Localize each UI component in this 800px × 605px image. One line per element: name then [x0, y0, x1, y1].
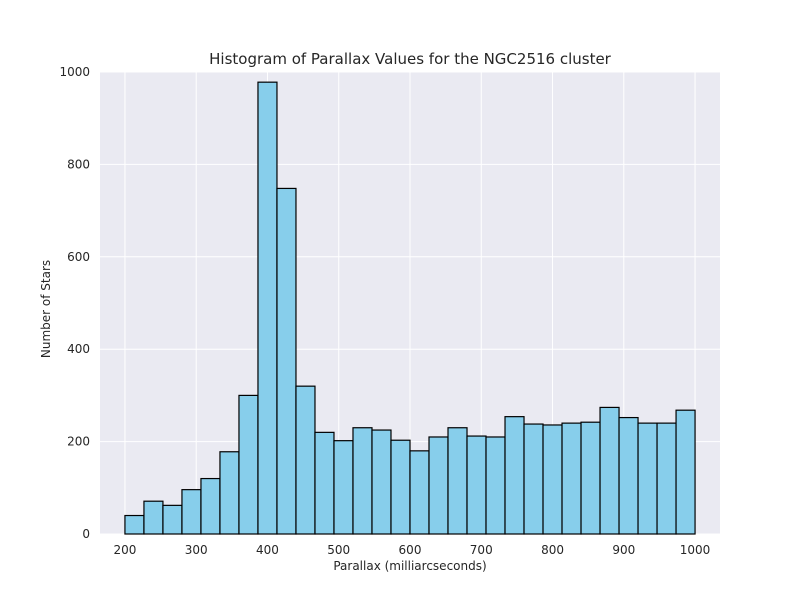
histogram-bar: [447, 427, 468, 535]
histogram-bar: [428, 436, 449, 535]
histogram-bar: [675, 409, 696, 535]
histogram-bar: [238, 394, 259, 535]
x-tick-label: 600: [399, 543, 422, 557]
histogram-bar: [371, 429, 392, 535]
x-axis-label: Parallax (milliarcseconds): [333, 559, 486, 573]
y-tick-label: 400: [67, 342, 90, 356]
y-tick-label: 200: [67, 435, 90, 449]
y-axis-label: Number of Stars: [39, 260, 53, 358]
histogram-bar: [618, 416, 639, 535]
histogram-bar: [257, 81, 278, 535]
histogram-bar: [637, 422, 658, 535]
histogram-bar: [219, 451, 240, 535]
histogram-bar: [504, 416, 525, 535]
x-tick-label: 300: [185, 543, 208, 557]
chart-title: Histogram of Parallax Values for the NGC…: [209, 50, 612, 68]
x-tick-label: 500: [327, 543, 350, 557]
histogram-bar: [124, 514, 145, 535]
y-tick-label: 0: [82, 527, 90, 541]
histogram-bars: [124, 81, 696, 535]
histogram-bar: [333, 440, 354, 535]
x-tick-label: 200: [113, 543, 136, 557]
histogram-bar: [200, 477, 221, 535]
histogram-bar: [485, 436, 506, 535]
histogram-bar: [352, 427, 373, 535]
histogram-bar: [523, 423, 544, 535]
y-tick-label: 1000: [59, 65, 90, 79]
histogram-bar: [390, 439, 411, 535]
histogram-bar: [409, 450, 430, 535]
y-axis-ticks: 0 200 400 600 800 1000: [59, 65, 90, 541]
x-tick-label: 400: [256, 543, 279, 557]
y-tick-label: 800: [67, 157, 90, 171]
x-tick-label: 800: [541, 543, 564, 557]
histogram-bar: [542, 424, 563, 535]
x-tick-label: 700: [470, 543, 493, 557]
histogram-bar: [599, 406, 620, 535]
y-tick-label: 600: [67, 250, 90, 264]
histogram-bar: [295, 385, 316, 535]
x-tick-label: 1000: [680, 543, 711, 557]
histogram-bar: [561, 422, 582, 535]
histogram-bar: [162, 504, 183, 535]
histogram-bar: [656, 422, 677, 535]
histogram-bar: [143, 500, 164, 535]
x-axis-ticks: 200 300 400 500 600 700 800 900 1000: [113, 543, 710, 557]
x-tick-label: 900: [612, 543, 635, 557]
histogram-bar: [466, 435, 487, 535]
histogram-bar: [181, 489, 202, 535]
histogram-bar: [276, 187, 297, 535]
histogram-bar: [580, 421, 601, 535]
histogram-bar: [314, 431, 335, 535]
